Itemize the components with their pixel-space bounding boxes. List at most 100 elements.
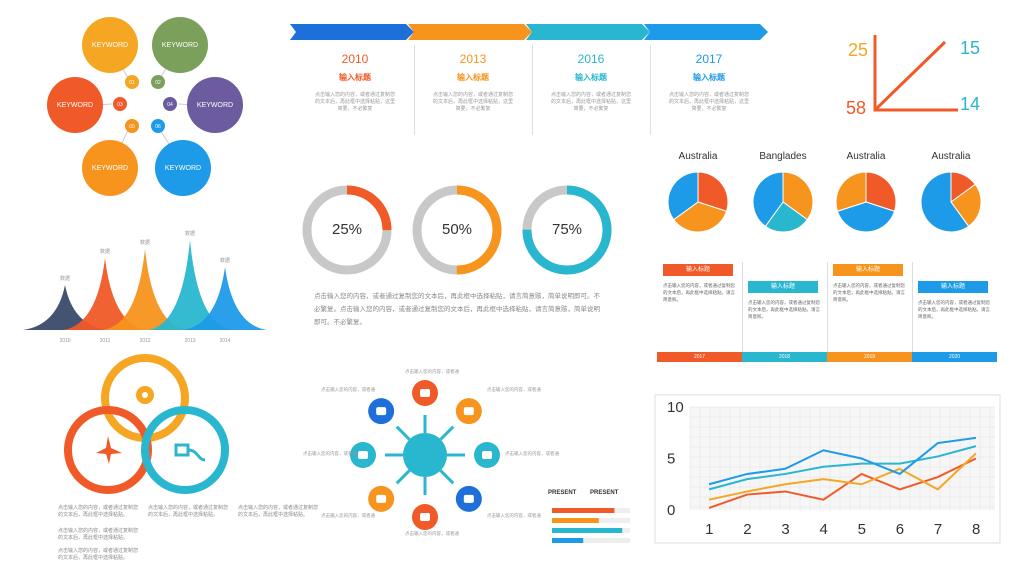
mountain-top-label: 数据 [185, 230, 195, 237]
card-year-bar: 2017 [657, 352, 742, 362]
venn-caption: 点击输入您的内容，或者通过复制您的文本后，再此框中选择粘贴。 [148, 505, 229, 518]
hub-caption: 点击输入您的内容，或者通 [487, 386, 541, 393]
hub-icon-glyph [420, 513, 430, 521]
donut-label: 75% [551, 221, 583, 238]
donut-progress [522, 185, 612, 275]
timeline-divider [532, 45, 533, 135]
present-bar [552, 528, 623, 533]
corner-number-top-right: 15 [960, 38, 980, 58]
card-desc: 点击输入您的内容，或者通过复制您的文本后，再此框中选择粘贴。请言简意赅。 [748, 300, 820, 319]
pie-slice [950, 183, 982, 227]
hub-caption: 点击输入您的内容，或者通 [303, 450, 357, 457]
x-tick-label: 4 [819, 521, 827, 538]
series-line [708, 445, 977, 491]
hub-caption: 点击输入您的内容，或者通 [487, 512, 541, 519]
keyword-bubble [155, 140, 211, 196]
timeline-desc: 点击输入您的内容，或者通过复制您的文本后，再此框中选择粘贴，这里简要，不必繁复 [550, 92, 631, 112]
mountain-top-label: 数据 [220, 257, 230, 264]
hub-caption: 点击输入您的内容，或者通 [405, 530, 459, 537]
pie-title: Banglades [759, 151, 807, 162]
timeline-year: 2013 [459, 52, 487, 66]
mountain-peak [23, 285, 107, 330]
mountain-peak [148, 240, 232, 330]
y-tick-label: 0 [667, 502, 675, 519]
donut-chart [302, 185, 392, 275]
timeline-arrow-segment [290, 24, 414, 40]
hub-dot-label: 03 [117, 102, 123, 108]
keyword-label: KEYWORD [57, 102, 93, 109]
hub-icon-glyph [420, 389, 430, 397]
x-tick-label: 8 [972, 521, 980, 538]
pie-title: Australia [846, 151, 886, 162]
series-line [708, 436, 977, 486]
pie-title: Australia [678, 151, 718, 162]
timeline-divider [414, 45, 415, 135]
x-tick-label: 7 [934, 521, 942, 538]
donut-label: 25% [331, 221, 363, 238]
axis-corner-graphic: 25 15 58 14 [846, 35, 980, 118]
x-tick-label: 6 [896, 521, 904, 538]
hub-icon-glyph [376, 407, 387, 416]
hub-dot [125, 119, 139, 133]
x-tick-label: 1 [705, 521, 713, 538]
card-tag: 输入标题 [748, 281, 818, 293]
pie-slice [752, 171, 784, 227]
pie-chart [920, 171, 982, 233]
pie-slice [764, 201, 808, 233]
pie-slice [697, 171, 729, 212]
series-line [708, 457, 977, 509]
present-right-label: PRESENT [590, 490, 619, 496]
series-line [708, 452, 977, 501]
hub-dot [113, 97, 127, 111]
card-divider [912, 262, 913, 352]
keyword-label: KEYWORD [165, 165, 201, 172]
hub-icon-glyph [482, 451, 492, 459]
mountain-peak [63, 258, 147, 330]
timeline-year: 2017 [695, 52, 723, 66]
timeline-arrow-segment [408, 24, 532, 40]
hub-caption: 点击输入您的内容，或者通 [321, 386, 375, 393]
timeline-title: 输入标题 [693, 73, 725, 82]
keyword-bubble [82, 140, 138, 196]
hub-spoke [439, 425, 455, 441]
mountain-peak [183, 267, 267, 330]
corner-number-top-left: 25 [848, 40, 868, 60]
pie-slice [920, 171, 970, 233]
hub-diagram: 点击输入您的内容，或者通点击输入您的内容，或者通点击输入您的内容，或者通点击输入… [303, 368, 559, 537]
keyword-label: KEYWORD [162, 42, 198, 49]
card-tag: 输入标题 [663, 264, 733, 276]
corner-number-bottom-right: 14 [960, 94, 980, 114]
donut-progress [302, 185, 392, 275]
timeline-divider [650, 45, 651, 135]
donut-label: 50% [441, 221, 473, 238]
pie-chart [752, 171, 814, 233]
pie-slice [673, 201, 728, 233]
card-desc: 点击输入您的内容，或者通过复制您的文本后，再此框中选择粘贴。请言简意赅。 [663, 283, 735, 302]
mountain-area-chart: 数据 2010 数据 2011 数据 2012 数据 2013 数据 2014 [23, 230, 267, 344]
present-bar-chart [552, 508, 630, 543]
card-desc: 点击输入您的内容，或者通过复制您的文本后，再此框中选择粘贴。请言简意赅。 [833, 283, 905, 302]
mountain-top-label: 数据 [60, 275, 70, 282]
hub-spoke [439, 469, 455, 485]
hub-dot [151, 75, 165, 89]
keyword-bubble-diagram: KEYWORD KEYWORD KEYWORD KEYWORD KEYWORD KEYWO… [47, 17, 243, 196]
timeline-arrow-segment [644, 24, 768, 40]
venn-circle-right [141, 406, 229, 494]
hub-dot-label: 06 [155, 124, 161, 130]
card-divider [827, 262, 828, 352]
keyword-bubble [187, 77, 243, 133]
hub-dot [125, 75, 139, 89]
keyword-label: KEYWORD [92, 165, 128, 172]
corner-diagonal-line [873, 40, 947, 112]
timeline-year: 2010 [341, 52, 369, 66]
present-left-label: PRESENT [548, 490, 577, 496]
timeline-title: 输入标题 [457, 73, 489, 82]
card-divider [742, 262, 743, 352]
hub-icon-glyph [376, 494, 387, 503]
x-tick-label: 2 [743, 521, 751, 538]
hub-dot-label: 02 [155, 80, 161, 86]
mountain-top-label: 数据 [100, 248, 110, 255]
plug-icon [174, 443, 206, 462]
timeline-year: 2016 [577, 52, 605, 66]
timeline-title: 输入标题 [575, 73, 607, 82]
